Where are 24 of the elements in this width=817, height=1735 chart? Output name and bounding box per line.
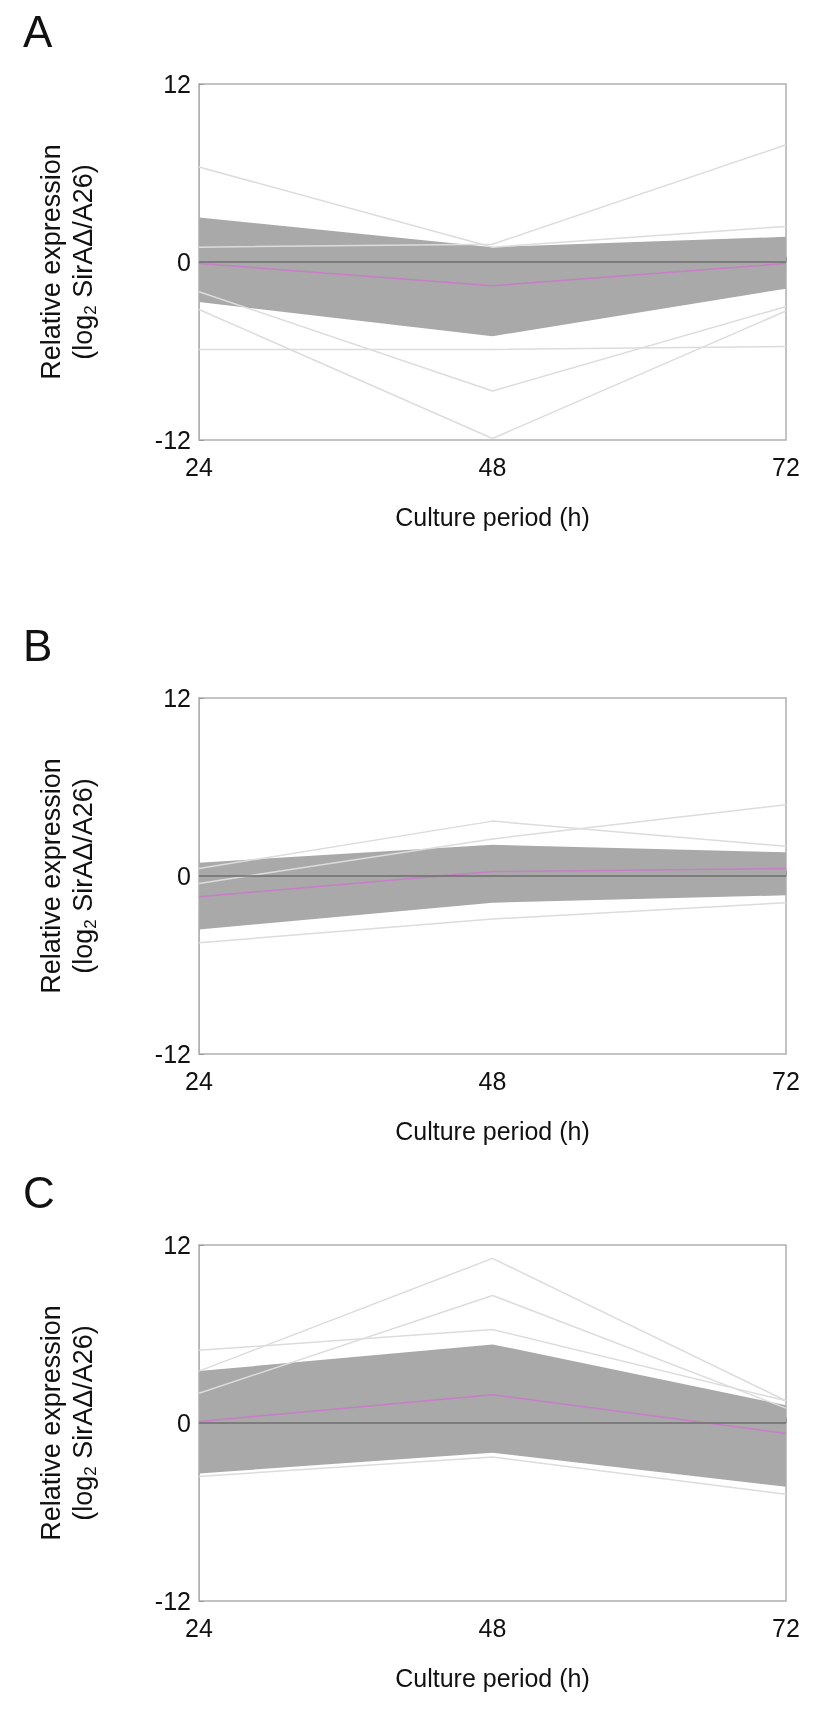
x-tick-label: 72 bbox=[772, 1613, 800, 1642]
y-tick-label: 12 bbox=[163, 70, 191, 98]
x-axis-title: Culture period (h) bbox=[395, 1116, 590, 1145]
x-tick-label: 24 bbox=[185, 1613, 213, 1642]
chart-title: A bbox=[23, 6, 53, 56]
x-axis-title: Culture period (h) bbox=[395, 1663, 590, 1692]
y-tick-label: 0 bbox=[177, 862, 191, 890]
chart-title: B bbox=[23, 620, 53, 670]
y-tick-label: -12 bbox=[154, 1040, 191, 1068]
x-tick-label: 72 bbox=[772, 452, 800, 481]
x-tick-label: 48 bbox=[478, 1613, 507, 1642]
y-tick-label: 0 bbox=[177, 1409, 191, 1437]
y-tick-label: -12 bbox=[154, 426, 191, 454]
x-tick-label: 48 bbox=[478, 1066, 507, 1095]
x-tick-label: 24 bbox=[185, 1066, 213, 1095]
x-tick-label: 48 bbox=[478, 452, 507, 481]
y-tick-label: -12 bbox=[154, 1587, 191, 1615]
x-tick-label: 72 bbox=[772, 1066, 800, 1095]
x-axis-title: Culture period (h) bbox=[395, 502, 590, 531]
y-tick-label: 12 bbox=[163, 1231, 191, 1259]
y-tick-label: 12 bbox=[163, 684, 191, 712]
x-tick-label: 24 bbox=[185, 452, 213, 481]
y-tick-label: 0 bbox=[177, 248, 191, 276]
chart-title: C bbox=[23, 1167, 55, 1217]
